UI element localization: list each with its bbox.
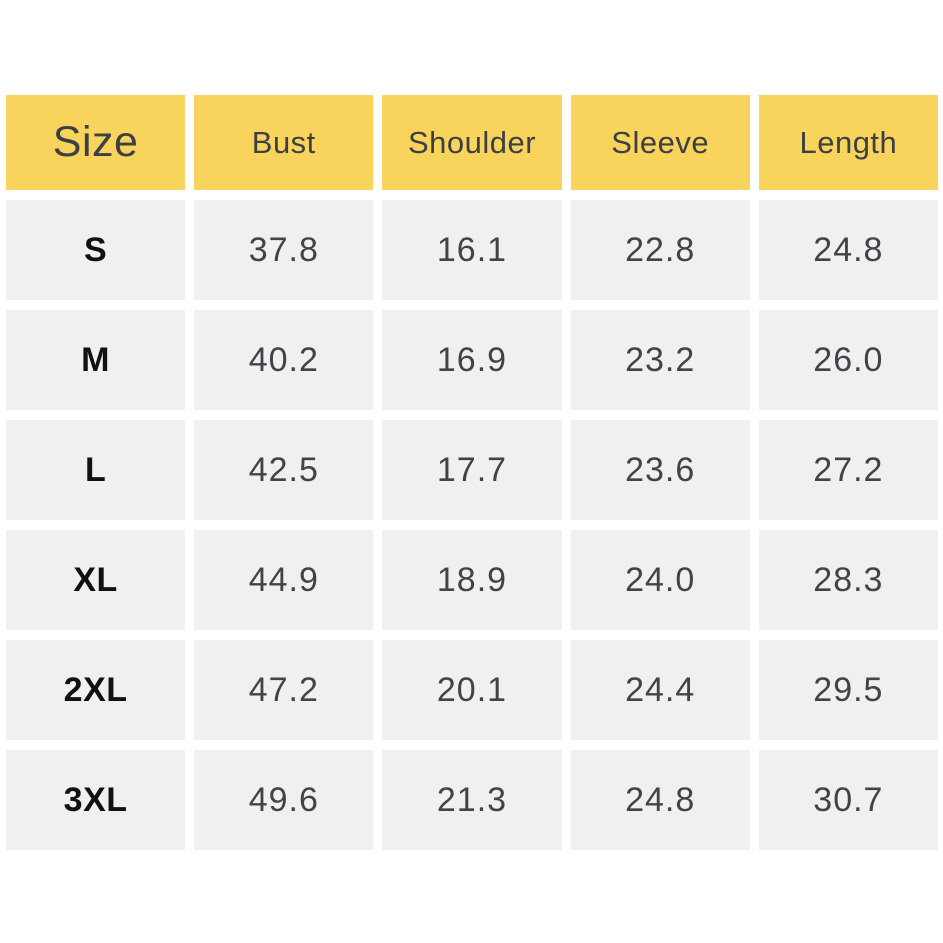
- value-cell-m-sleeve: 23.2: [570, 310, 750, 410]
- value-cell-s-sleeve: 22.8: [570, 200, 750, 300]
- value-cell-2xl-sleeve: 24.4: [570, 640, 750, 740]
- value-cell-xl-length: 28.3: [758, 530, 938, 630]
- value-cell-l-sleeve: 23.6: [570, 420, 750, 520]
- value-cell-s-length: 24.8: [758, 200, 938, 300]
- value-cell-m-bust: 40.2: [194, 310, 374, 410]
- value-cell-2xl-shoulder: 20.1: [382, 640, 562, 740]
- header-cell-size: Size: [6, 95, 186, 190]
- header-cell-length: Length: [758, 95, 938, 190]
- value-cell-3xl-sleeve: 24.8: [570, 750, 750, 850]
- value-cell-l-shoulder: 17.7: [382, 420, 562, 520]
- header-cell-shoulder: Shoulder: [382, 95, 562, 190]
- value-cell-2xl-length: 29.5: [758, 640, 938, 740]
- size-chart-table: Size Bust Shoulder Sleeve Length S 37.8 …: [6, 95, 938, 850]
- size-label-l: L: [6, 420, 186, 520]
- size-label-s: S: [6, 200, 186, 300]
- size-label-xl: XL: [6, 530, 186, 630]
- value-cell-3xl-length: 30.7: [758, 750, 938, 850]
- size-label-m: M: [6, 310, 186, 410]
- size-label-3xl: 3XL: [6, 750, 186, 850]
- size-label-2xl: 2XL: [6, 640, 186, 740]
- value-cell-xl-sleeve: 24.0: [570, 530, 750, 630]
- value-cell-m-length: 26.0: [758, 310, 938, 410]
- value-cell-s-shoulder: 16.1: [382, 200, 562, 300]
- value-cell-l-length: 27.2: [758, 420, 938, 520]
- value-cell-xl-shoulder: 18.9: [382, 530, 562, 630]
- value-cell-3xl-shoulder: 21.3: [382, 750, 562, 850]
- value-cell-m-shoulder: 16.9: [382, 310, 562, 410]
- header-cell-bust: Bust: [194, 95, 374, 190]
- value-cell-xl-bust: 44.9: [194, 530, 374, 630]
- value-cell-l-bust: 42.5: [194, 420, 374, 520]
- value-cell-2xl-bust: 47.2: [194, 640, 374, 740]
- value-cell-s-bust: 37.8: [194, 200, 374, 300]
- value-cell-3xl-bust: 49.6: [194, 750, 374, 850]
- header-cell-sleeve: Sleeve: [570, 95, 750, 190]
